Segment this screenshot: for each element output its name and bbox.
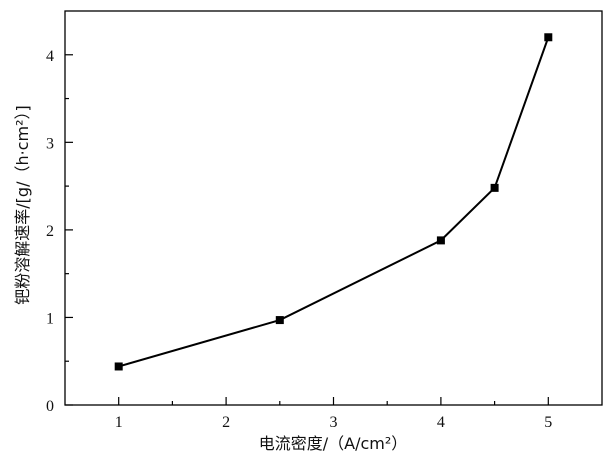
data-point-marker <box>114 362 123 371</box>
series-markers <box>114 33 553 371</box>
y-tick-label: 2 <box>46 223 54 240</box>
x-axis-title: 电流密度/（A/cm²） <box>259 434 408 453</box>
x-tick-label: 5 <box>544 414 552 431</box>
data-point-marker <box>436 236 445 245</box>
x-tick-label: 4 <box>437 414 445 431</box>
data-point-marker <box>275 316 284 325</box>
y-tick-label: 4 <box>46 48 54 65</box>
y-axis-ticks: 0 1 2 3 4 <box>46 48 73 415</box>
y-axis-title: 钯粉溶解速率/[g/（h·cm²）] <box>13 105 32 304</box>
y-tick-label: 0 <box>46 398 54 415</box>
y-tick-label: 3 <box>46 135 54 152</box>
data-point-marker <box>544 33 553 42</box>
data-point-marker <box>490 183 499 192</box>
x-tick-label: 2 <box>222 414 230 431</box>
plot-frame <box>64 10 603 406</box>
x-tick-label: 3 <box>330 414 338 431</box>
x-tick-label: 1 <box>115 414 123 431</box>
series-line <box>118 36 550 368</box>
x-axis-ticks: 1 2 3 4 5 <box>115 397 552 431</box>
y-tick-label: 1 <box>46 310 54 327</box>
